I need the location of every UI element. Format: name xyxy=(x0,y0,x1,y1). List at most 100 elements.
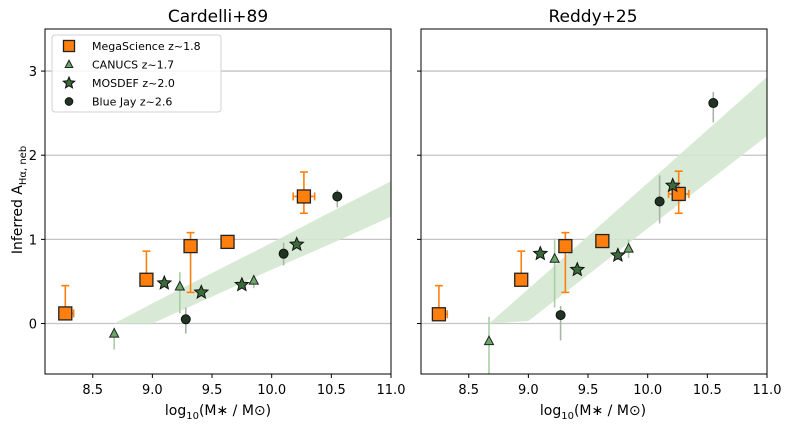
fit-confidence-band xyxy=(114,181,391,324)
x-tick-label: 10.5 xyxy=(317,383,346,398)
series-circle xyxy=(555,92,719,341)
triangle-marker xyxy=(483,335,495,346)
x-tick-label: 10.0 xyxy=(257,383,286,398)
x-tick-label: 11.0 xyxy=(753,383,782,398)
square-marker xyxy=(62,39,76,53)
data-point xyxy=(220,234,235,250)
legend-item: CANUCS z~1.7 xyxy=(64,59,174,72)
triangle-marker xyxy=(623,242,634,253)
circle-marker xyxy=(708,98,719,109)
x-tick-label: 11.0 xyxy=(377,383,406,398)
x-tick-label: 8.5 xyxy=(82,383,103,398)
data-point xyxy=(558,231,573,294)
x-axis-label: log10(M∗ / M⊙) xyxy=(540,403,646,422)
star-marker xyxy=(193,284,210,300)
data-point xyxy=(183,231,198,294)
data-point xyxy=(278,242,289,266)
series-star xyxy=(532,177,681,277)
data-point xyxy=(248,274,260,289)
data-point xyxy=(654,175,665,224)
square-marker xyxy=(514,272,529,287)
x-tick-label: 9.0 xyxy=(518,383,539,398)
legend-box xyxy=(51,34,222,113)
data-point xyxy=(549,238,560,308)
square-marker xyxy=(431,307,447,322)
legend-label: MOSDEF z~2.0 xyxy=(92,77,175,90)
star-marker xyxy=(532,245,549,261)
axes-frame xyxy=(44,28,392,375)
triangle-marker xyxy=(549,252,560,263)
triangle-marker xyxy=(174,280,186,291)
data-point xyxy=(609,247,626,263)
circle-marker xyxy=(654,196,665,207)
panel-reddy: Reddy+25 log10(M∗ / M⊙) 8.5 9.0 9.5 10.0 10.… xyxy=(417,7,781,422)
data-point xyxy=(233,276,250,292)
y-tick-label: 2 xyxy=(29,149,37,164)
circle-marker xyxy=(278,248,289,259)
data-point xyxy=(483,316,495,374)
data-point xyxy=(193,284,210,300)
star-marker xyxy=(233,276,250,292)
square-marker xyxy=(139,272,154,287)
legend-label: MegaScience z~1.8 xyxy=(92,40,201,53)
circle-marker xyxy=(64,97,74,106)
triangle-marker xyxy=(64,59,74,68)
series-star xyxy=(156,236,305,300)
star-marker xyxy=(664,177,681,193)
square-marker xyxy=(58,306,73,321)
circle-marker xyxy=(332,191,343,202)
data-point xyxy=(555,305,566,341)
data-point xyxy=(292,171,316,215)
data-point xyxy=(708,92,719,123)
fit-confidence-band xyxy=(489,76,767,324)
y-axis-label: Inferred AHα, neb xyxy=(10,146,29,254)
legend-label: Blue Jay z~2.6 xyxy=(92,96,172,109)
x-tick-label: 9.0 xyxy=(142,383,163,398)
triangle-marker xyxy=(248,274,260,285)
y-tick-label: 0 xyxy=(29,318,37,333)
data-point xyxy=(180,307,191,334)
y-tick-label: 1 xyxy=(29,233,37,248)
data-point xyxy=(569,261,586,277)
x-tick-label: 10.5 xyxy=(693,383,722,398)
triangle-marker xyxy=(108,327,120,338)
legend-item: Blue Jay z~2.6 xyxy=(64,96,172,109)
data-point xyxy=(108,327,120,350)
data-point xyxy=(332,189,343,208)
data-point xyxy=(431,284,449,322)
x-tick-label: 10.0 xyxy=(633,383,662,398)
x-tick-label: 9.5 xyxy=(578,383,599,398)
data-point xyxy=(58,284,75,321)
data-point xyxy=(139,250,154,287)
square-marker xyxy=(183,238,198,254)
square-marker xyxy=(296,189,312,204)
data-point xyxy=(623,239,634,258)
data-point xyxy=(595,233,610,249)
y-tick-label: 3 xyxy=(29,65,37,80)
series-circle xyxy=(180,189,343,334)
legend-label: CANUCS z~1.7 xyxy=(92,59,174,72)
data-point xyxy=(288,236,305,252)
data-point xyxy=(532,245,549,261)
circle-marker xyxy=(555,310,566,321)
data-point xyxy=(664,177,681,193)
legend-item: MegaScience z~1.8 xyxy=(62,39,201,53)
square-marker xyxy=(595,233,610,249)
x-tick-label: 9.5 xyxy=(202,383,223,398)
star-marker xyxy=(156,274,173,290)
series-triangle xyxy=(108,272,260,350)
panel-title: Reddy+25 xyxy=(548,7,637,27)
panel-title: Cardelli+89 xyxy=(168,7,268,27)
star-marker xyxy=(569,261,586,277)
panel-cardelli: Cardelli+89 log10(M∗ / M⊙) Inferred AHα,… xyxy=(10,7,405,422)
series-square xyxy=(58,171,316,321)
x-axis-label: log10(M∗ / M⊙) xyxy=(165,403,271,422)
x-tick-label: 8.5 xyxy=(458,383,479,398)
legend: MegaScience z~1.8 CANUCS z~1.7 MOSDEF z~2.… xyxy=(51,34,222,113)
star-marker xyxy=(288,236,305,252)
axes-frame xyxy=(420,28,768,375)
data-point xyxy=(156,274,173,290)
data-point xyxy=(174,272,186,314)
data-point xyxy=(514,250,529,287)
